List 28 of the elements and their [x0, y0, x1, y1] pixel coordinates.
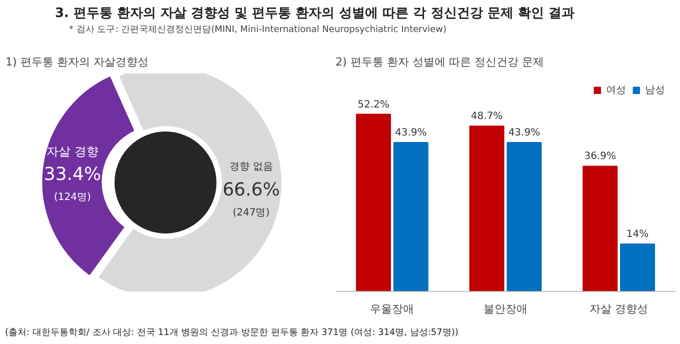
text: (247명) — [232, 207, 270, 218]
x-tick-label: 불안장애 — [484, 302, 528, 316]
data-label: 33.4% — [44, 164, 102, 185]
legend-label: 여성 — [606, 84, 626, 97]
bar — [506, 142, 542, 292]
data-label: 43.9% — [394, 127, 427, 138]
data-label: 52.2% — [358, 99, 390, 110]
x-tick-label: 자살 경향성 — [590, 302, 648, 316]
slice-label: 경향 없음 — [230, 162, 273, 173]
chart-title: 2) 편두통 환자 성별에 따른 정신건강 문제 — [336, 56, 544, 68]
bar — [582, 166, 618, 292]
text: * 검사 도구: 간편국제신경정신면담(MINI, Mini-International Neuropsychiatric Interview) — [68, 24, 448, 36]
data-label: 48.7% — [470, 111, 503, 122]
text: (출처: 대한두통학회/ 조사 대상: 전국 11개 병원의 신경과 방문한 편두통 환자 371명 (여성: 314명, 남성:57명)) — [5, 327, 458, 340]
data-label: 66.6% — [222, 179, 280, 200]
bar — [393, 142, 428, 292]
text: 3. 편두통 환자의 자살 경향성 및 편두통 환자의 성별에 따른 각 정신건강 문제 확인 결과 — [55, 5, 574, 23]
legend-label: 남성 — [645, 84, 665, 97]
data-label: 14% — [626, 228, 649, 240]
bar — [469, 126, 504, 292]
bar — [620, 243, 656, 292]
text: (124명) — [54, 192, 91, 203]
x-tick-label: 우울장애 — [370, 302, 414, 316]
bar — [356, 114, 391, 292]
data-label: 43.9% — [508, 127, 540, 138]
data-label: 36.9% — [584, 151, 616, 162]
chart-title: 1) 편두통 환자의 자살경향성 — [6, 56, 148, 68]
slice-label: 자살 경향 — [46, 144, 98, 159]
